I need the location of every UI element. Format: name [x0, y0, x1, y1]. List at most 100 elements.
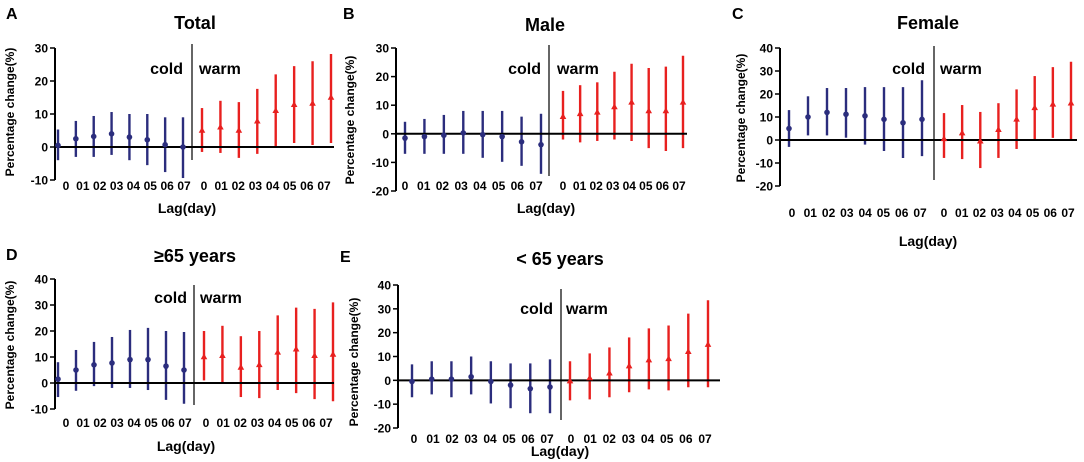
x-tick-label: 05: [502, 432, 516, 446]
season-label-cold: cold: [508, 61, 541, 78]
point-estimate-cold: [90, 133, 97, 140]
y-tick-label: 20: [376, 70, 390, 84]
x-tick-label: 07: [672, 179, 686, 193]
point-estimate-cold: [468, 373, 474, 380]
season-label-cold: cold: [520, 301, 553, 318]
x-tick-label: 0: [941, 206, 948, 220]
point-estimate-cold: [824, 109, 830, 116]
x-tick-label: 03: [110, 179, 124, 193]
x-tick-label: 04: [858, 206, 872, 220]
point-estimate-warm: [237, 363, 245, 370]
y-tick-label: 0: [382, 127, 389, 141]
point-estimate-warm: [593, 108, 601, 115]
x-tick-label: 02: [436, 179, 450, 193]
point-estimate-warm: [292, 345, 300, 352]
x-tick-label: 0: [789, 206, 796, 220]
point-estimate-cold: [919, 116, 925, 123]
point-estimate-warm: [995, 126, 1002, 132]
point-estimate-cold: [843, 111, 849, 118]
x-tick-label: 04: [483, 432, 497, 446]
x-tick-label: 07: [913, 206, 927, 220]
y-axis-label: Percentage change(%): [3, 281, 17, 410]
point-estimate-warm: [253, 117, 261, 124]
x-tick-label: 07: [178, 416, 192, 430]
x-tick-label: 01: [804, 206, 818, 220]
point-estimate-cold: [881, 116, 887, 123]
x-tick-label: 02: [93, 179, 107, 193]
season-label-warm: warm: [198, 61, 241, 78]
x-tick-label: 03: [840, 206, 854, 220]
x-tick-label: 03: [249, 179, 263, 193]
y-tick-label: -20: [374, 422, 392, 436]
point-estimate-warm: [290, 101, 298, 108]
x-tick-label: 01: [76, 179, 90, 193]
x-tick-label: 06: [679, 432, 693, 446]
x-tick-label: 05: [660, 432, 674, 446]
x-tick-label: 01: [216, 416, 230, 430]
panel-letter: E: [340, 249, 351, 266]
y-tick-label: 20: [35, 75, 49, 89]
y-tick-label: 40: [378, 279, 392, 293]
y-tick-label: 20: [760, 88, 774, 102]
point-estimate-warm: [704, 340, 712, 347]
point-estimate-warm: [311, 352, 318, 358]
x-tick-label: 02: [234, 416, 248, 430]
y-tick-label: -10: [374, 398, 392, 412]
point-estimate-cold: [180, 144, 186, 150]
y-tick-label: -20: [372, 185, 390, 199]
x-tick-label: 07: [1061, 206, 1075, 220]
x-axis-label: Lag(day): [158, 200, 216, 216]
point-estimate-cold: [91, 362, 97, 368]
point-estimate-warm: [662, 107, 670, 114]
x-tick-label: 0: [203, 416, 210, 430]
y-axis-label: Percentage change(%): [347, 298, 361, 427]
x-tick-label: 0: [402, 179, 409, 193]
point-estimate-cold: [499, 133, 505, 140]
x-tick-label: 03: [990, 206, 1004, 220]
x-tick-label: 02: [603, 432, 617, 446]
x-tick-label: 06: [1044, 206, 1058, 220]
x-tick-label: 03: [622, 432, 636, 446]
y-axis-label: Percentage change(%): [343, 56, 357, 185]
point-estimate-warm: [1067, 99, 1075, 106]
point-estimate-cold: [73, 367, 79, 373]
y-tick-label: -10: [31, 174, 49, 188]
x-tick-label: 05: [144, 179, 158, 193]
x-tick-label: 01: [583, 432, 597, 446]
y-tick-label: 30: [760, 65, 774, 79]
x-tick-label: 05: [144, 416, 158, 430]
panel-letter: A: [6, 6, 18, 23]
point-estimate-warm: [235, 126, 243, 133]
point-estimate-cold: [409, 378, 415, 385]
point-estimate-cold: [55, 376, 61, 382]
x-tick-label: 04: [623, 179, 637, 193]
x-tick-label: 06: [656, 179, 670, 193]
x-tick-label: 02: [445, 432, 459, 446]
point-estimate-warm: [309, 99, 316, 106]
point-estimate-cold: [547, 384, 553, 390]
x-tick-label: 02: [232, 179, 246, 193]
y-tick-label: 0: [41, 141, 48, 155]
point-estimate-cold: [144, 136, 151, 143]
x-tick-label: 05: [1026, 206, 1040, 220]
point-estimate-warm: [200, 353, 208, 360]
y-tick-label: 20: [35, 325, 49, 339]
x-tick-label: 0: [63, 416, 70, 430]
panel-title: Total: [174, 13, 216, 33]
season-label-warm: warm: [939, 61, 982, 78]
x-axis-label: Lag(day): [531, 443, 589, 459]
x-axis-label: Lag(day): [899, 233, 957, 249]
point-estimate-cold: [127, 356, 133, 363]
x-tick-label: 05: [283, 179, 297, 193]
point-estimate-warm: [679, 98, 687, 105]
y-tick-label: 0: [384, 374, 391, 388]
y-tick-label: 30: [35, 42, 49, 56]
point-estimate-warm: [198, 126, 206, 133]
point-estimate-warm: [611, 103, 618, 110]
x-tick-label: 01: [417, 179, 431, 193]
x-tick-label: 05: [492, 179, 506, 193]
point-estimate-cold: [507, 382, 514, 388]
